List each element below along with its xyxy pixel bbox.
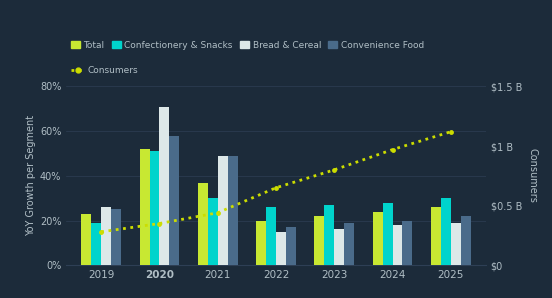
Bar: [431, 207, 441, 265]
Bar: [198, 182, 208, 265]
Bar: [383, 203, 392, 265]
Bar: [344, 223, 354, 265]
Bar: [160, 107, 169, 265]
Bar: [315, 216, 325, 265]
Bar: [286, 227, 296, 265]
Bar: [266, 207, 276, 265]
Bar: [81, 214, 91, 265]
Bar: [111, 209, 121, 265]
Legend: Consumers: Consumers: [71, 66, 139, 75]
Bar: [325, 205, 335, 265]
Y-axis label: Consumers: Consumers: [528, 148, 538, 203]
Y-axis label: YoY Growth per Segment: YoY Growth per Segment: [26, 115, 36, 236]
Bar: [169, 136, 179, 265]
Bar: [208, 198, 217, 265]
Bar: [276, 232, 286, 265]
Bar: [150, 151, 160, 265]
Bar: [335, 229, 344, 265]
Bar: [461, 216, 471, 265]
Bar: [140, 149, 150, 265]
Bar: [451, 223, 461, 265]
Bar: [392, 225, 402, 265]
Bar: [373, 212, 383, 265]
Bar: [217, 156, 227, 265]
Bar: [256, 221, 266, 265]
Bar: [441, 198, 451, 265]
Bar: [91, 223, 101, 265]
Bar: [402, 221, 412, 265]
Bar: [101, 207, 111, 265]
Bar: [227, 156, 237, 265]
